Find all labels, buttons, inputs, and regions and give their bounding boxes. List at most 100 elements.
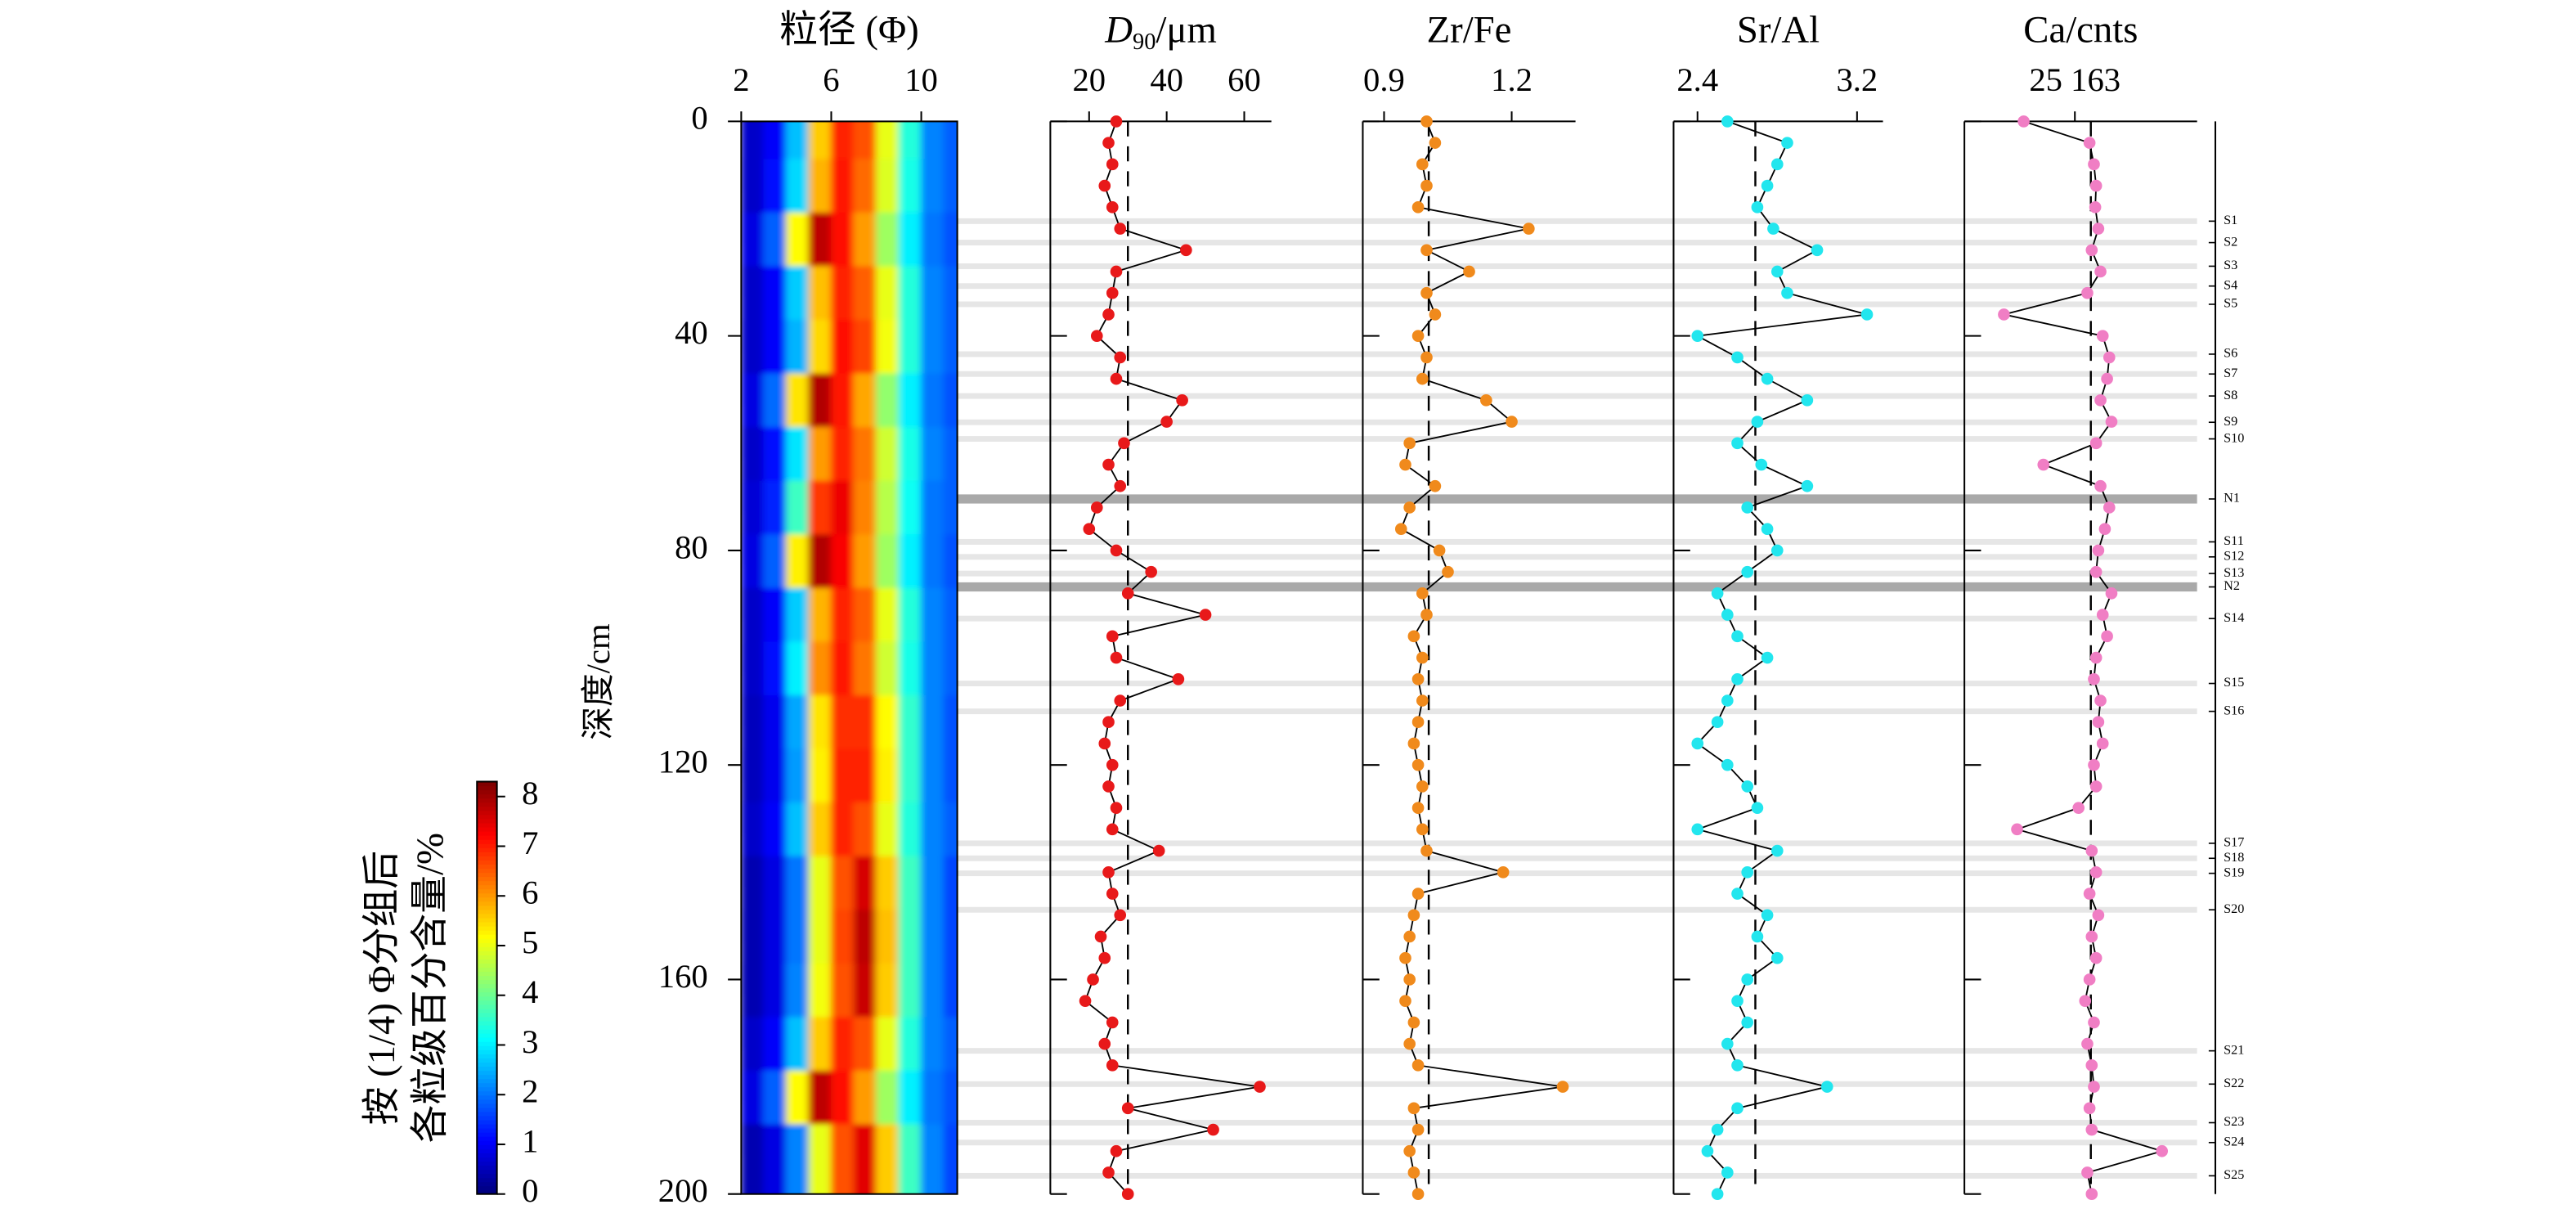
x-tick-label: 2.4 [1676, 61, 1718, 98]
colorbar-step [477, 1040, 497, 1046]
profile-point [1731, 437, 1744, 450]
profile-point [2081, 1037, 2094, 1050]
colorbar-step [477, 1090, 497, 1096]
colorbar-step [477, 913, 497, 919]
profile-point [1199, 609, 1212, 621]
profile-point [1121, 587, 1134, 600]
profile-point [1403, 1144, 1416, 1157]
profile-point [1106, 1059, 1119, 1072]
profile-point [1811, 244, 1824, 257]
colorbar-step [477, 798, 497, 803]
profile-point [1110, 802, 1123, 814]
profile-point [1121, 1102, 1134, 1115]
profile-point [1114, 909, 1127, 922]
profile-point [1770, 844, 1784, 857]
colorbar-label: 按 (1/4) Φ分组后 [361, 851, 403, 1125]
colorbar-step [477, 859, 497, 865]
profile-point [1761, 651, 1774, 664]
profile-point [2092, 544, 2105, 557]
profile-point [1110, 115, 1123, 128]
colorbar-step [477, 1119, 497, 1125]
colorbar-step [477, 1065, 497, 1072]
profile-point [2088, 1016, 2100, 1029]
profile-point [1098, 179, 1111, 192]
colorbar-step [477, 843, 497, 848]
colorbar-step [477, 1061, 497, 1067]
colorbar-step [477, 780, 497, 787]
layer-label: S23 [2224, 1114, 2244, 1129]
profile-point [1110, 651, 1123, 664]
colorbar-step [477, 933, 497, 939]
profile-point [1416, 780, 1429, 793]
profile-point [1114, 222, 1127, 235]
layer-label: S11 [2224, 533, 2244, 548]
colorbar-step [477, 1008, 497, 1013]
colorbar-step [477, 925, 497, 931]
layer-label: S1 [2224, 213, 2237, 227]
profile-point [1761, 909, 1774, 922]
profile-point [1152, 844, 1165, 857]
colorbar-step [477, 802, 497, 807]
profile-point [2017, 115, 2030, 128]
profile-point [2085, 930, 2098, 943]
profile-point [1411, 888, 1425, 900]
profile-point [1751, 200, 1764, 213]
heatmap-cell [875, 1124, 900, 1194]
layer-label: S15 [2224, 675, 2244, 690]
colorbar-step [477, 921, 497, 927]
layer-label: S22 [2224, 1076, 2244, 1090]
profile-point [1407, 1102, 1420, 1115]
profile-point [2072, 802, 2085, 814]
colorbar-step [477, 937, 497, 943]
profile-point [1160, 416, 1173, 428]
profile-point [1755, 458, 1768, 471]
panel-title: Sr/Al [1737, 8, 1820, 51]
profile-point [1761, 372, 1774, 385]
colorbar-step [477, 1028, 497, 1034]
profile-point [2098, 523, 2112, 536]
y-tick-label: 200 [658, 1172, 708, 1209]
y-tick-label: 80 [675, 528, 708, 565]
profile-line [2004, 120, 2165, 1194]
colorbar-step [477, 958, 497, 964]
panel-title: 粒径 (Φ) [779, 8, 918, 51]
panel-title: Ca/cnts [2023, 8, 2138, 51]
profile-point [1416, 158, 1429, 171]
profile-point [2088, 758, 2100, 771]
colorbar-step [477, 875, 497, 882]
profile-point [2105, 416, 2118, 428]
x-tick-label: 3.2 [1836, 61, 1878, 98]
profile-point [2089, 951, 2103, 964]
layer-label: S24 [2224, 1134, 2244, 1148]
colorbar-step [477, 1139, 497, 1145]
colorbar-label: 各粒级百分含量/% [409, 833, 451, 1143]
profile-point [1442, 565, 1454, 578]
colorbar-tick-label: 3 [522, 1023, 538, 1060]
colorbar-step [477, 901, 497, 906]
layer-label: S12 [2224, 549, 2244, 564]
colorbar-step [477, 818, 497, 824]
layer-band [957, 494, 2197, 504]
title-main: D [1104, 8, 1133, 51]
profile-point [1094, 930, 1107, 943]
layer-label: S4 [2224, 277, 2237, 292]
colorbar-step [477, 871, 497, 878]
x-tick-label: 1.2 [1491, 61, 1533, 98]
profile-point [1770, 158, 1784, 171]
profile-point [1145, 565, 1157, 578]
colorbar-step [477, 1086, 497, 1092]
colorbar-step [477, 942, 497, 947]
profile-point [1411, 1123, 1425, 1136]
profile-point [1407, 909, 1420, 922]
profile-point [1416, 372, 1429, 385]
layer-label: S8 [2224, 388, 2237, 402]
profile-point [1731, 995, 1744, 1007]
profile-point [2088, 1081, 2100, 1093]
profile-point [1506, 416, 1518, 428]
colorbar-step [477, 946, 497, 951]
colorbar-step [477, 855, 497, 861]
profile-point [1110, 1144, 1123, 1157]
colorbar-step [477, 793, 497, 799]
heatmap-frame [740, 120, 958, 1195]
